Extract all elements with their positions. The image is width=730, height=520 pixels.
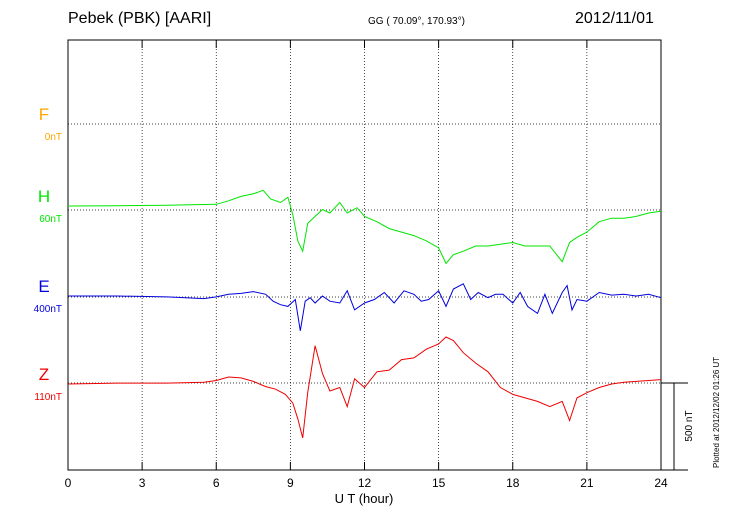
- x-tick-label: 21: [580, 476, 594, 490]
- series-labels: F 0nT H 60nT E 400nT Z 110nT: [34, 105, 62, 403]
- x-tick-label: 6: [213, 476, 220, 490]
- grid-lines: [68, 40, 661, 470]
- x-axis-ticks: 0 3 6 9 12 15 18 21 24: [65, 40, 668, 490]
- x-tick-label: 0: [65, 476, 72, 490]
- series-offset-E: 400nT: [34, 304, 62, 315]
- plot-frame: [67, 39, 662, 471]
- plotted-timestamp: Plotted at 2012/12/02 01:26 UT: [712, 356, 721, 468]
- x-tick-label: 9: [287, 476, 294, 490]
- scale-bar: 500 nT: [661, 382, 695, 471]
- series-offset-F: 0nT: [45, 132, 62, 143]
- geographic-coordinates: GG ( 70.09°, 170.93°): [368, 16, 465, 27]
- scale-bar-label: 500 nT: [684, 410, 695, 441]
- series-name-E: E: [38, 277, 49, 296]
- x-tick-label: 15: [432, 476, 446, 490]
- trace-Z: [67, 336, 662, 439]
- x-tick-label: 18: [506, 476, 520, 490]
- x-tick-label: 12: [358, 476, 372, 490]
- trace-H: [67, 189, 662, 265]
- series-offset-Z: 110nT: [34, 392, 62, 403]
- series-name-F: F: [39, 105, 49, 124]
- date-label: 2012/11/01: [575, 10, 654, 27]
- x-tick-label: 3: [139, 476, 146, 490]
- series-traces: [67, 189, 662, 439]
- series-name-H: H: [38, 187, 50, 206]
- trace-E: [68, 283, 662, 331]
- series-name-Z: Z: [39, 365, 49, 384]
- station-title: Pebek (PBK) [AARI]: [68, 10, 212, 27]
- x-axis-label: U T (hour): [335, 491, 394, 506]
- x-tick-label: 24: [654, 476, 668, 490]
- series-offset-H: 60nT: [39, 214, 62, 225]
